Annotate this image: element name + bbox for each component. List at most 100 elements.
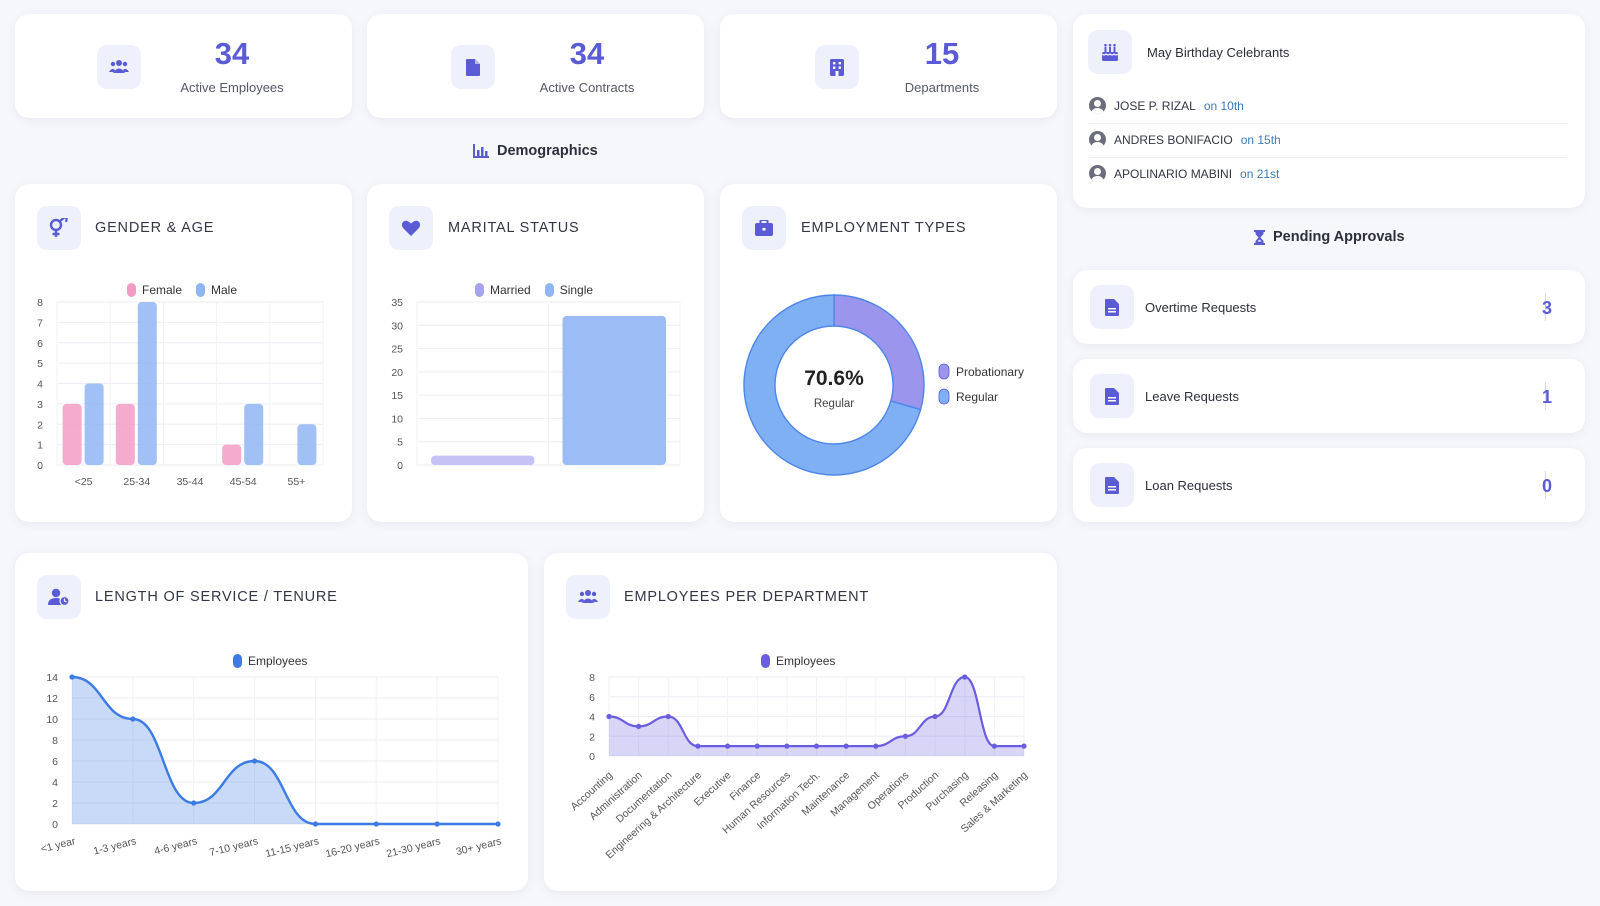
legend-label: Single xyxy=(559,283,594,297)
legend-employees[interactable]: Employees xyxy=(761,654,835,668)
y-tick-label: 5 xyxy=(397,437,403,449)
birthday-item[interactable]: ANDRES BONIFACIO on 15th xyxy=(1089,131,1281,148)
y-tick-label: 5 xyxy=(37,358,43,370)
data-point xyxy=(784,743,790,749)
legend-swatch xyxy=(233,654,242,668)
pending-approvals-heading: Pending Approvals xyxy=(1254,229,1405,245)
y-tick-label: 6 xyxy=(589,692,595,704)
x-tick-label: 35-44 xyxy=(177,476,204,488)
donut-center-label: Regular xyxy=(814,398,854,410)
cake-icon xyxy=(1088,30,1132,74)
legend-female[interactable]: Female xyxy=(127,283,182,297)
separator xyxy=(1545,471,1546,499)
user-avatar-icon xyxy=(1089,97,1106,114)
data-point xyxy=(724,743,731,749)
legend-employees[interactable]: Employees xyxy=(233,654,307,668)
birthday-name: ANDRES BONIFACIO xyxy=(1114,132,1233,147)
building-icon xyxy=(815,45,859,89)
users-icon xyxy=(97,45,141,89)
approval-count: 1 xyxy=(1541,387,1552,407)
x-tick-label: 21-30 years xyxy=(385,835,442,860)
legend-label: Employees xyxy=(248,654,308,668)
birthday-title: May Birthday Celebrants xyxy=(1147,45,1290,60)
y-tick-label: 4 xyxy=(52,777,58,789)
y-tick-label: 7 xyxy=(37,317,43,329)
card-title: GENDER & AGE xyxy=(95,220,215,236)
stat-label: Active Employees xyxy=(180,80,284,95)
birthday-item[interactable]: JOSE P. RIZAL on 10th xyxy=(1089,97,1244,114)
stat-card-contracts[interactable]: 34 Active Contracts xyxy=(367,14,704,118)
approval-leave[interactable] xyxy=(1073,359,1585,433)
approval-overtime[interactable] xyxy=(1073,270,1585,344)
file-icon xyxy=(1090,463,1134,507)
y-tick-label: 10 xyxy=(391,413,403,425)
birthday-card: May Birthday Celebrants xyxy=(1073,14,1585,208)
marital-status-card: MARITAL STATUS Married Single 0 5 10 15 20 25… xyxy=(367,184,704,522)
data-point xyxy=(312,821,319,827)
data-point xyxy=(843,743,849,749)
area-fill xyxy=(72,677,498,824)
legend-swatch xyxy=(761,654,770,668)
file-icon xyxy=(451,45,495,89)
bar xyxy=(297,424,317,465)
gender-icon xyxy=(37,206,81,250)
y-tick-label: 14 xyxy=(46,672,58,684)
approval-count: 3 xyxy=(1541,298,1552,318)
users-icon xyxy=(566,575,610,619)
data-point xyxy=(373,821,379,827)
birthday-date: on 21st xyxy=(1240,166,1280,181)
department-card: EMPLOYEES PER DEPARTMENT Employees 0 2 4 6 8… xyxy=(544,553,1057,891)
legend-label: Male xyxy=(211,283,238,297)
y-tick-label: 2 xyxy=(589,731,595,743)
pie-slice xyxy=(743,294,922,476)
pie-slice xyxy=(833,294,925,411)
x-tick-label: 11-15 years xyxy=(264,835,320,860)
legend-label: Married xyxy=(490,283,531,297)
y-tick-label: 6 xyxy=(52,756,58,768)
pending-approvals-title: Pending Approvals xyxy=(1273,229,1405,245)
data-point xyxy=(665,713,671,720)
y-tick-label: 15 xyxy=(391,390,403,402)
y-tick-label: 3 xyxy=(37,399,43,411)
y-tick-label: 6 xyxy=(37,338,43,350)
legend-swatch xyxy=(475,283,484,297)
briefcase-icon xyxy=(742,206,786,250)
legend-label: Employees xyxy=(776,654,836,668)
tenure-chart: 0 2 4 6 8 10 12 14 <1 year 1-3 years 4-6 years 7-10… xyxy=(40,672,503,860)
chart-legend: Female Male xyxy=(127,283,237,297)
stat-card-employees[interactable]: 34 Active Employees xyxy=(15,14,352,118)
approval-count: 0 xyxy=(1541,476,1552,496)
card-title: LENGTH OF SERVICE / TENURE xyxy=(95,589,338,605)
data-point xyxy=(754,743,760,749)
data-point xyxy=(962,674,968,680)
gender-age-chart: 0 1 2 3 4 5 6 7 8 <25 25-34 35-44 45-54 55+ xyxy=(37,297,324,488)
stat-label: Departments xyxy=(904,80,980,95)
x-tick-label: 30+ years xyxy=(455,835,503,858)
data-point xyxy=(69,674,75,680)
divider xyxy=(1089,157,1567,158)
legend-single[interactable]: Single xyxy=(544,283,594,297)
approval-loan[interactable] xyxy=(1073,448,1585,522)
legend-male[interactable]: Male xyxy=(196,283,237,297)
y-tick-label: 2 xyxy=(52,798,58,810)
y-tick-label: 10 xyxy=(46,714,58,726)
legend-label: Female xyxy=(142,283,183,297)
user-avatar-icon xyxy=(1089,131,1106,148)
heart-icon xyxy=(389,206,433,250)
birthday-date: on 10th xyxy=(1203,98,1244,113)
demographics-title: Demographics xyxy=(497,143,598,159)
data-point xyxy=(902,733,909,739)
stat-card-departments[interactable]: 15 Departments xyxy=(720,14,1057,118)
user-clock-icon xyxy=(37,575,81,619)
card-title: EMPLOYMENT TYPES xyxy=(801,220,967,236)
legend-label: Regular xyxy=(956,390,998,404)
chart-legend: Employees xyxy=(233,654,307,668)
legend-swatch xyxy=(938,388,950,405)
legend-married[interactable]: Married xyxy=(475,283,531,297)
hourglass-icon xyxy=(1254,229,1265,245)
approval-label: Loan Requests xyxy=(1145,478,1233,493)
marital-status-chart: 0 5 10 15 20 25 30 35 xyxy=(391,297,681,472)
stat-label: Active Contracts xyxy=(539,80,635,95)
department-chart: 02468AccountingAdministrationDocumentati… xyxy=(568,672,1030,861)
birthday-item[interactable]: APOLINARIO MABINI on 21st xyxy=(1089,165,1279,182)
